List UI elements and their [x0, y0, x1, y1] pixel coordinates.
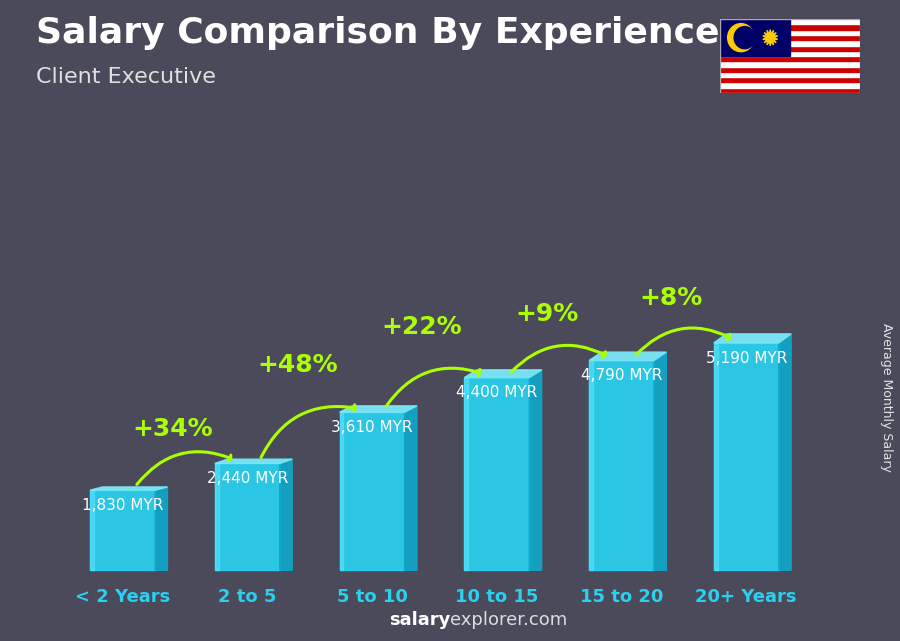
Polygon shape: [215, 459, 292, 463]
Polygon shape: [280, 459, 292, 570]
Text: salary: salary: [389, 612, 450, 629]
Bar: [720, 56, 859, 62]
Bar: [720, 35, 859, 40]
Bar: [720, 51, 859, 56]
Bar: [720, 19, 859, 24]
Polygon shape: [90, 490, 94, 570]
Wedge shape: [734, 26, 755, 49]
Bar: [720, 88, 859, 93]
Polygon shape: [404, 406, 417, 570]
Polygon shape: [90, 490, 155, 570]
Bar: [720, 46, 859, 51]
Bar: [720, 83, 859, 88]
Bar: [720, 77, 859, 83]
Bar: [720, 62, 859, 67]
Text: +22%: +22%: [382, 315, 463, 339]
Text: 4,790 MYR: 4,790 MYR: [580, 369, 662, 383]
Polygon shape: [762, 29, 778, 46]
Bar: [720, 24, 859, 29]
Polygon shape: [590, 352, 666, 360]
Text: 5,190 MYR: 5,190 MYR: [706, 351, 787, 366]
Text: 1,830 MYR: 1,830 MYR: [82, 498, 163, 513]
Wedge shape: [728, 24, 754, 52]
Polygon shape: [464, 378, 529, 570]
Polygon shape: [339, 412, 344, 570]
Polygon shape: [778, 334, 791, 570]
Text: explorer.com: explorer.com: [450, 612, 567, 629]
Polygon shape: [215, 463, 219, 570]
Polygon shape: [654, 352, 666, 570]
Text: 2,440 MYR: 2,440 MYR: [207, 471, 288, 487]
Text: +9%: +9%: [515, 301, 579, 326]
Polygon shape: [590, 360, 654, 570]
Bar: [720, 72, 859, 77]
Polygon shape: [155, 487, 167, 570]
Text: Salary Comparison By Experience: Salary Comparison By Experience: [36, 16, 719, 50]
Bar: [720, 29, 859, 35]
Text: 4,400 MYR: 4,400 MYR: [456, 385, 537, 401]
Polygon shape: [529, 370, 542, 570]
Polygon shape: [714, 334, 791, 343]
Bar: [720, 67, 859, 72]
Text: +34%: +34%: [132, 417, 212, 441]
Polygon shape: [464, 370, 542, 378]
Polygon shape: [90, 487, 167, 490]
Polygon shape: [339, 412, 404, 570]
Polygon shape: [339, 406, 417, 412]
Text: 3,610 MYR: 3,610 MYR: [331, 420, 413, 435]
Polygon shape: [464, 378, 468, 570]
Polygon shape: [590, 360, 593, 570]
Bar: [720, 40, 859, 46]
Polygon shape: [714, 343, 717, 570]
Text: Average Monthly Salary: Average Monthly Salary: [880, 323, 893, 472]
Bar: [720, 19, 790, 56]
Text: +8%: +8%: [640, 286, 703, 310]
Text: +48%: +48%: [256, 353, 338, 377]
Polygon shape: [215, 463, 280, 570]
Text: Client Executive: Client Executive: [36, 67, 216, 87]
Polygon shape: [714, 343, 778, 570]
